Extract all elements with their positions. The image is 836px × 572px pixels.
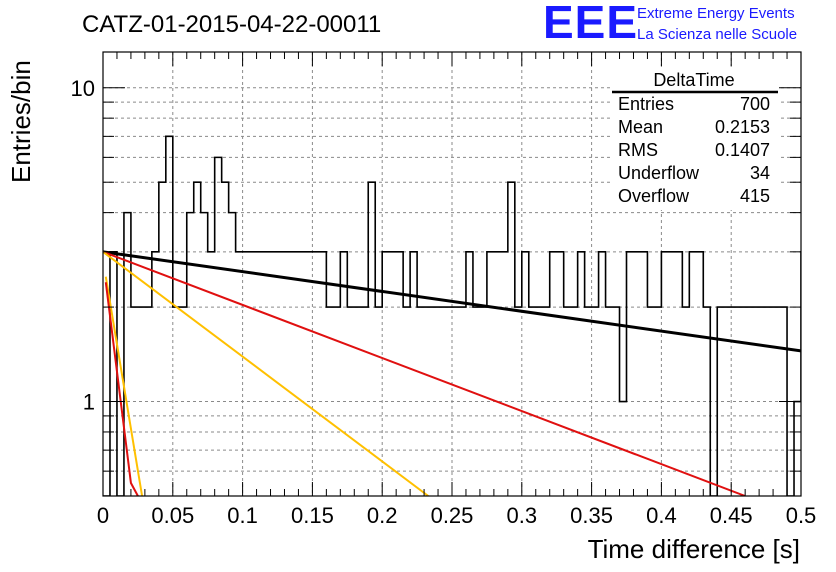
y-tick-label: 1	[83, 390, 95, 415]
stats-label-rms: RMS	[618, 140, 658, 160]
x-tick-label: 0.5	[786, 503, 817, 528]
x-tick-label: 0.4	[646, 503, 677, 528]
x-tick-label: 0.3	[507, 503, 538, 528]
x-tick-label: 0.1	[227, 503, 258, 528]
logo-line-1: Extreme Energy Events	[637, 5, 795, 22]
axis-ticks	[102, 52, 802, 497]
x-tick-label: 0	[97, 503, 109, 528]
stats-value-overflow: 415	[740, 186, 770, 206]
stats-label-underflow: Underflow	[618, 163, 700, 183]
stats-value-rms: 0.1407	[715, 140, 770, 160]
fit-curve	[103, 250, 746, 496]
y-tick-label: 10	[71, 76, 95, 101]
stats-value-mean: 0.2153	[715, 117, 770, 137]
x-tick-label: 0.35	[570, 503, 613, 528]
stats-box: DeltaTime Entries 700 Mean 0.2153 RMS 0.…	[612, 68, 778, 210]
histogram-outline	[103, 135, 801, 496]
stats-label-entries: Entries	[618, 94, 674, 114]
fit-curve	[103, 251, 429, 496]
y-tick-labels: 1 10	[71, 76, 95, 415]
x-tick-label: 0.15	[291, 503, 334, 528]
stats-label-overflow: Overflow	[618, 186, 690, 206]
eee-logo: EEE Extreme Energy Events La Scienza nel…	[543, 0, 797, 48]
fit-curve	[103, 250, 801, 353]
stats-label-mean: Mean	[618, 117, 663, 137]
fit-curve	[104, 276, 144, 496]
stats-title: DeltaTime	[653, 70, 734, 90]
eee-logo-mark: EEE	[543, 0, 638, 48]
stats-value-entries: 700	[740, 94, 770, 114]
fit-curve	[104, 282, 139, 496]
x-tick-label: 0.45	[710, 503, 753, 528]
x-tick-label: 0.25	[431, 503, 474, 528]
stats-value-underflow: 34	[750, 163, 770, 183]
chart-title: CATZ-01-2015-04-22-00011	[82, 11, 381, 38]
x-tick-labels: 0 0.05 0.1 0.15 0.2 0.25 0.3 0.35 0.4 0.45 0.5	[97, 503, 816, 528]
fit-curves	[103, 250, 801, 496]
histogram	[103, 135, 801, 496]
x-tick-label: 0.05	[151, 503, 194, 528]
logo-line-2: La Scienza nelle Scuole	[637, 26, 797, 43]
x-tick-label: 0.2	[367, 503, 398, 528]
y-axis-title: Entries/bin	[6, 60, 36, 183]
x-axis-title: Time difference [s]	[588, 534, 800, 564]
